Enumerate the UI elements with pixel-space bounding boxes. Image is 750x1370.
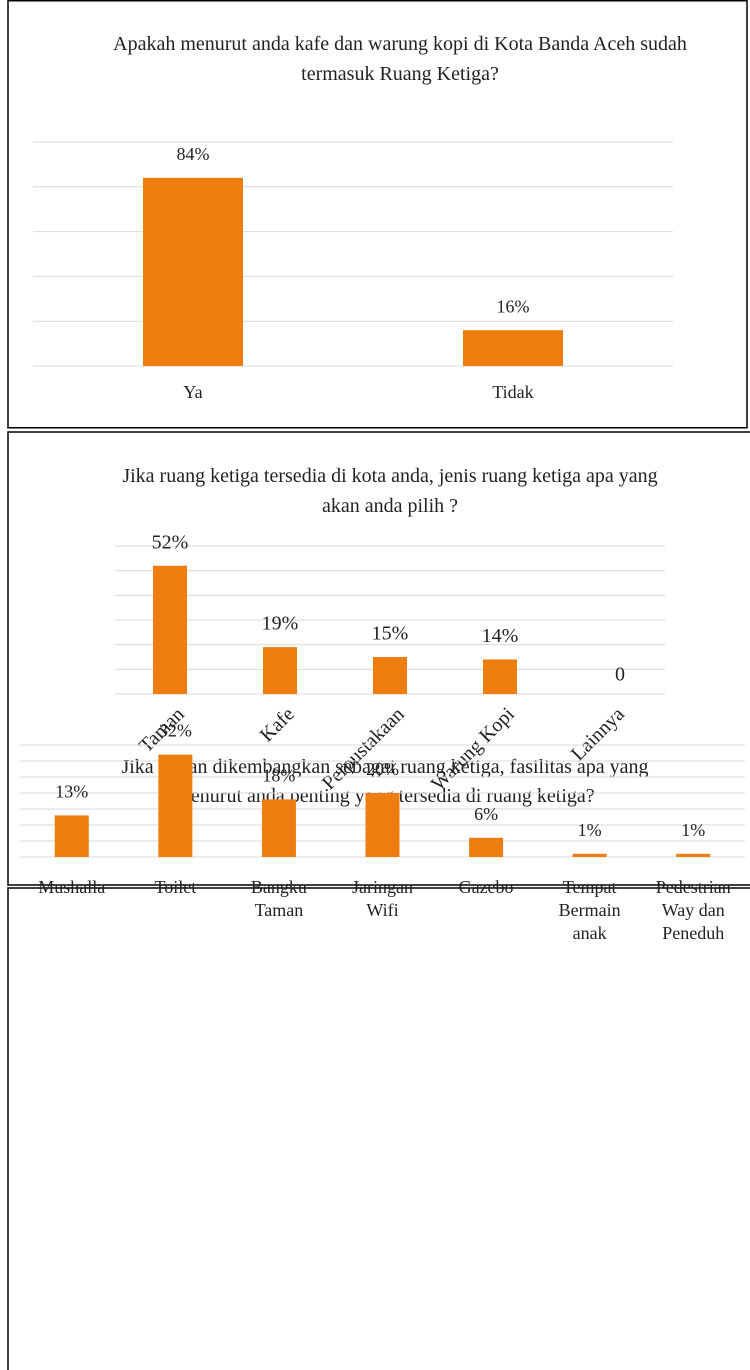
x-tick-label: Toilet <box>154 877 196 897</box>
data-label: 14% <box>482 625 519 647</box>
bar <box>261 799 296 857</box>
chart-title: Apakah menurut anda kafe dan warung kopi… <box>113 33 687 85</box>
bar <box>54 815 89 857</box>
data-label: 1% <box>681 820 705 840</box>
data-label: 52% <box>152 531 189 553</box>
x-tick-label: Bangku Taman <box>251 877 307 920</box>
x-tick-label: Perpustakaan <box>318 703 409 794</box>
bar <box>463 330 563 366</box>
x-tick-label: Ya <box>183 382 202 402</box>
bar <box>469 837 504 857</box>
chart-title: Jika ruang ketiga tersedia di kota anda,… <box>122 465 657 517</box>
x-tick-label: Tempat Bermain anak <box>559 877 621 943</box>
data-label: 84% <box>177 144 210 164</box>
data-label: 15% <box>372 623 409 645</box>
data-label: 16% <box>497 296 530 316</box>
bar <box>153 565 187 694</box>
bar <box>676 853 711 857</box>
x-tick-label: Kafe <box>256 703 299 746</box>
x-tick-label: Jaringan Wifi <box>352 877 413 920</box>
bar <box>365 793 400 857</box>
x-tick-label: Warung Kopi <box>427 703 519 795</box>
data-label: 20% <box>366 759 399 779</box>
x-tick-label: Gazebo <box>459 877 514 897</box>
x-tick-label: Pedestrian Way dan Peneduh <box>656 877 731 943</box>
data-label: 13% <box>55 782 88 802</box>
chart-frame <box>7 887 750 1370</box>
data-label: 32% <box>159 721 192 741</box>
data-label: 6% <box>474 804 498 824</box>
bar <box>483 659 517 694</box>
data-label: 0 <box>615 664 625 686</box>
bar <box>263 647 297 694</box>
bar <box>158 754 193 857</box>
bar <box>373 657 407 694</box>
bar <box>143 177 243 366</box>
x-tick-label: Mushalla <box>38 877 105 897</box>
data-label: 19% <box>262 613 299 635</box>
chart-frame <box>7 0 748 429</box>
bar <box>572 853 607 857</box>
data-label: 1% <box>578 820 602 840</box>
chart-frame <box>7 431 750 886</box>
x-tick-label: Tidak <box>492 382 533 402</box>
data-label: 18% <box>262 766 295 786</box>
